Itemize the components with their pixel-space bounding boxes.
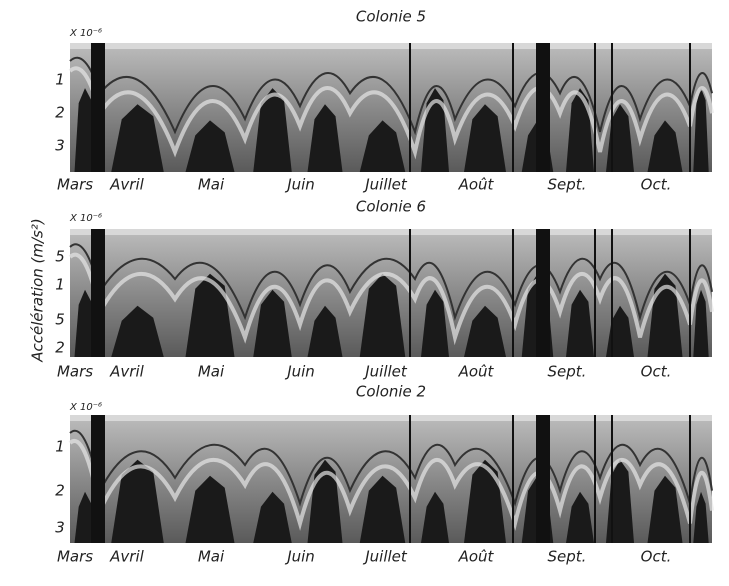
month-label: Mars (57, 363, 93, 381)
dark-mass (74, 88, 96, 172)
dark-stripe (536, 415, 550, 543)
y-tick-label: 5 (55, 311, 65, 329)
month-label: Avril (109, 363, 144, 381)
dark-mass (647, 120, 683, 172)
y-tick-label: 1 (55, 438, 65, 456)
dark-stripe (536, 229, 550, 357)
dark-mass (421, 491, 449, 543)
month-label: Juin (284, 176, 315, 194)
y-tick-label: 1 (55, 276, 65, 294)
y-tick-label: 1 (55, 71, 65, 89)
dark-mass (647, 475, 683, 543)
y-tick-label: 2 (55, 339, 65, 357)
dark-mass (307, 305, 343, 357)
dark-mass (111, 104, 164, 172)
month-label: Avril (109, 176, 144, 194)
month-label: Mai (198, 363, 225, 381)
dark-mass (74, 289, 96, 357)
y-tick-label: 3 (55, 519, 65, 537)
harmonic-arc (69, 429, 713, 507)
y-axis-label: Accélération (m/s²) (29, 218, 47, 362)
dark-mass (111, 459, 164, 543)
scale-label: X 10⁻⁶ (69, 28, 102, 39)
month-label: Août (458, 176, 495, 194)
panel-title: Colonie 5 (356, 8, 426, 26)
scale-label: X 10⁻⁶ (69, 213, 102, 224)
harmonic-arc (68, 439, 714, 531)
panel-title: Colonie 6 (356, 198, 426, 216)
dark-mass (359, 120, 406, 172)
month-label: Août (458, 363, 495, 381)
month-label: Juillet (362, 363, 408, 381)
month-label: Oct. (641, 176, 672, 194)
dark-mass (566, 289, 594, 357)
harmonic-arc (68, 252, 714, 346)
dark-mass (111, 305, 164, 357)
month-label: Sept. (548, 548, 587, 566)
month-label: Mars (57, 176, 93, 194)
month-label: Juin (284, 548, 315, 566)
dark-stripe (91, 415, 105, 543)
month-label: Avril (109, 548, 144, 566)
dark-mass (464, 305, 506, 357)
month-label: Juin (284, 363, 315, 381)
dark-stripe (536, 43, 550, 172)
top-band (70, 43, 712, 49)
dark-mass (359, 273, 406, 357)
month-label: Sept. (548, 363, 587, 381)
dark-mass (307, 104, 343, 172)
dark-mass (359, 475, 406, 543)
top-band (70, 415, 712, 421)
dark-mass (253, 88, 292, 172)
month-label: Mars (57, 548, 93, 566)
dark-mass (253, 289, 292, 357)
harmonic-arc (68, 66, 714, 160)
dark-mass (693, 491, 709, 543)
top-band (70, 229, 712, 235)
month-label: Oct. (641, 363, 672, 381)
harmonic-arc (69, 243, 713, 322)
dark-mass (464, 104, 506, 172)
month-label: Août (458, 548, 495, 566)
y-tick-label: 5 (55, 248, 65, 266)
month-label: Oct. (641, 548, 672, 566)
dark-mass (74, 491, 96, 543)
month-label: Sept. (548, 176, 587, 194)
dark-mass (693, 289, 709, 357)
harmonic-arc (69, 56, 713, 136)
y-tick-label: 2 (55, 482, 65, 500)
month-label: Mai (198, 176, 225, 194)
month-label: Mai (198, 548, 225, 566)
dark-mass (566, 491, 594, 543)
dark-mass (421, 289, 449, 357)
scale-label: X 10⁻⁶ (69, 402, 102, 413)
month-label: Juillet (362, 548, 408, 566)
y-tick-label: 3 (55, 137, 65, 155)
dark-mass (185, 120, 235, 172)
dark-stripe (91, 229, 105, 357)
dark-stripe (91, 43, 105, 172)
y-tick-label: 2 (55, 104, 65, 122)
month-label: Juillet (362, 176, 408, 194)
dark-mass (253, 491, 292, 543)
dark-mass (185, 475, 235, 543)
dark-mass (693, 88, 709, 172)
panel-title: Colonie 2 (356, 383, 426, 401)
